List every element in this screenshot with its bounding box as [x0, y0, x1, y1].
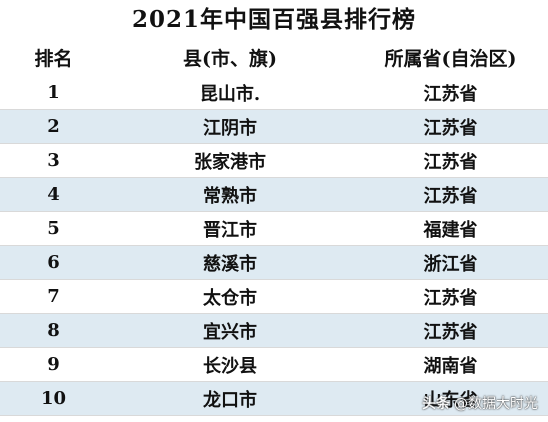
province-cell: 江苏省 — [353, 177, 548, 212]
county-cell: 长沙县 — [107, 347, 353, 382]
county-cell: 龙口市 — [107, 381, 353, 416]
rank-cell: 6 — [0, 245, 107, 280]
table-row: 7 太仓市 江苏省 — [0, 279, 548, 314]
rank-cell: 9 — [0, 347, 107, 382]
table-header: 排名 县(市、旗) 所属省(自治区) — [0, 40, 548, 76]
page-title: 2021年中国百强县排行榜 — [131, 6, 416, 33]
table-row: 2 江阴市 江苏省 — [0, 109, 548, 144]
province-cell: 江苏省 — [353, 75, 548, 110]
province-cell: 福建省 — [353, 211, 548, 246]
county-cell: 张家港市 — [107, 143, 353, 178]
ranking-table: 排名 县(市、旗) 所属省(自治区) 1 昆山市. 江苏省 2 江阴市 江苏省 … — [0, 40, 548, 416]
county-cell: 江阴市 — [107, 109, 353, 144]
table-row: 3 张家港市 江苏省 — [0, 143, 548, 178]
table-row: 4 常熟市 江苏省 — [0, 177, 548, 212]
rank-cell: 1 — [0, 75, 107, 110]
rank-cell: 3 — [0, 143, 107, 178]
rank-cell: 8 — [0, 313, 107, 348]
table-row: 8 宜兴市 江苏省 — [0, 313, 548, 348]
county-cell: 宜兴市 — [107, 313, 353, 348]
table-row: 10 龙口市 山东省 — [0, 381, 548, 416]
rank-cell: 10 — [0, 381, 107, 416]
province-cell: 浙江省 — [353, 245, 548, 280]
column-header-rank: 排名 — [0, 40, 107, 76]
table-body: 1 昆山市. 江苏省 2 江阴市 江苏省 3 张家港市 江苏省 4 常熟市 江苏… — [0, 75, 548, 416]
rank-cell: 2 — [0, 109, 107, 144]
province-cell: 江苏省 — [353, 313, 548, 348]
table-row: 6 慈溪市 浙江省 — [0, 245, 548, 280]
rank-cell: 5 — [0, 211, 107, 246]
table-row: 1 昆山市. 江苏省 — [0, 75, 548, 110]
county-cell: 昆山市. — [107, 75, 353, 110]
rank-cell: 7 — [0, 279, 107, 314]
county-cell: 晋江市 — [107, 211, 353, 246]
province-cell: 江苏省 — [353, 109, 548, 144]
header-row: 排名 县(市、旗) 所属省(自治区) — [0, 40, 548, 76]
county-cell: 慈溪市 — [107, 245, 353, 280]
province-cell: 山东省 — [353, 381, 548, 416]
province-cell: 江苏省 — [353, 279, 548, 314]
table-row: 9 长沙县 湖南省 — [0, 347, 548, 382]
rank-cell: 4 — [0, 177, 107, 212]
column-header-province: 所属省(自治区) — [353, 40, 548, 76]
county-cell: 常熟市 — [107, 177, 353, 212]
province-cell: 湖南省 — [353, 347, 548, 382]
table-row: 5 晋江市 福建省 — [0, 211, 548, 246]
province-cell: 江苏省 — [353, 143, 548, 178]
county-cell: 太仓市 — [107, 279, 353, 314]
column-header-county: 县(市、旗) — [107, 40, 353, 76]
